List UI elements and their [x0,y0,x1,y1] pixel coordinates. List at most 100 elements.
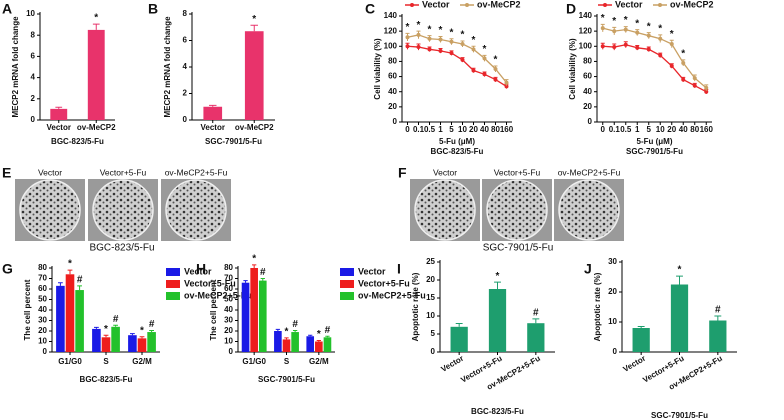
point [658,36,663,41]
y-tick-label: 2 [31,94,36,103]
y-tick-label: 0 [43,347,48,356]
plate-label: Vector+5-Fu [100,167,147,177]
point [482,56,487,61]
y-tick-label: 8 [183,9,188,18]
point [471,47,476,52]
significance-mark: # [260,267,266,278]
x-tick-label: G1/G0 [58,357,82,366]
x-tick-label: 10 [656,125,665,134]
panel-label: E [2,165,11,181]
legend-label: Vector [615,0,643,9]
y-tick-label: 40 [583,87,592,96]
legend-swatch [658,3,662,7]
significance-mark: # [715,305,721,316]
significance-mark: * [461,30,465,41]
bar [75,290,84,352]
x-tick-label: G1/G0 [242,357,266,366]
bar [50,108,68,120]
y-axis-label: The cell percent [209,279,218,340]
point [504,80,509,85]
legend-swatch [166,292,180,300]
point [692,83,697,88]
significance-mark: * [496,271,500,282]
significance-mark: * [670,29,674,40]
significance-mark: # [113,314,119,325]
significance-mark: * [285,326,289,337]
x-tick-label: 20 [469,125,478,134]
panel-label: D [566,1,576,17]
bar [282,339,291,352]
error-bar [113,324,118,327]
point [600,44,605,49]
legend-label: Vector [184,266,212,276]
legend-swatch [340,268,354,276]
y-tick-label: 0 [431,347,436,356]
y-axis-label: Apoptotic rate (%) [593,272,602,341]
y-tick-label: 70 [38,274,47,283]
x-tick-label: G2/M [309,357,329,366]
plate-dish [486,179,548,241]
point [612,45,617,50]
y-tick-label: 40 [224,305,233,314]
y-tick-label: 120 [579,26,593,35]
x-axis-label: 5-Fu (μM) [439,137,475,146]
legend-label: ov-MeCP2+5-Fu [358,290,426,300]
point [681,77,686,82]
point [681,60,686,65]
error-bar [243,280,248,283]
y-tick-label: 60 [388,72,397,81]
y-tick-label: 0 [393,117,398,126]
significance-mark: * [612,16,616,27]
y-tick-label: 80 [224,263,233,272]
significance-mark: * [681,49,685,60]
bar [527,323,545,352]
series-line [407,45,507,87]
error-bar [260,278,265,281]
error-bar [130,333,135,336]
y-tick-label: 60 [224,284,233,293]
error-bar [149,329,154,333]
y-tick-label: 25 [426,257,435,266]
significance-mark: # [325,325,331,336]
x-tick-label: G2/M [132,357,152,366]
point [635,30,640,35]
point [669,42,674,47]
bar [203,106,223,120]
x-tick-label: 0.1 [413,125,425,134]
y-tick-label: 10 [26,9,35,18]
caption: SGC-7901/5-Fu [258,375,315,384]
error-bar [308,334,313,337]
point [427,36,432,41]
y-tick-label: 30 [224,316,233,325]
x-tick-label: 5 [647,125,652,134]
point [704,85,709,90]
y-tick-label: 100 [384,41,398,50]
x-tick-label: 5 [449,125,454,134]
y-tick-label: 0 [588,117,593,126]
y-axis-label: MECP2 mRNA fold change [11,16,20,118]
legend-swatch [166,268,180,276]
y-tick-label: 2 [183,89,188,98]
y-tick-label: 10 [38,337,47,346]
x-tick-label: 80 [690,125,699,134]
y-tick-label: 5 [431,329,436,338]
bar [65,274,75,352]
point [438,37,443,42]
plate-label: ov-MeCP2+5-Fu [165,167,228,177]
y-tick-label: 120 [384,26,398,35]
x-tick-label: 160 [500,125,514,134]
bar [147,332,156,352]
y-tick-label: 30 [38,316,47,325]
error-bar [455,323,463,327]
x-tick-label: Vector [622,354,648,374]
y-tick-label: 4 [183,62,188,71]
error-bar [325,335,330,338]
point [460,57,465,62]
point [482,72,487,77]
significance-mark: * [68,259,72,270]
bar [709,320,727,352]
y-tick-label: 10 [608,317,617,326]
y-tick-label: 10 [224,337,233,346]
y-tick-label: 140 [384,11,398,20]
bar [128,335,137,352]
